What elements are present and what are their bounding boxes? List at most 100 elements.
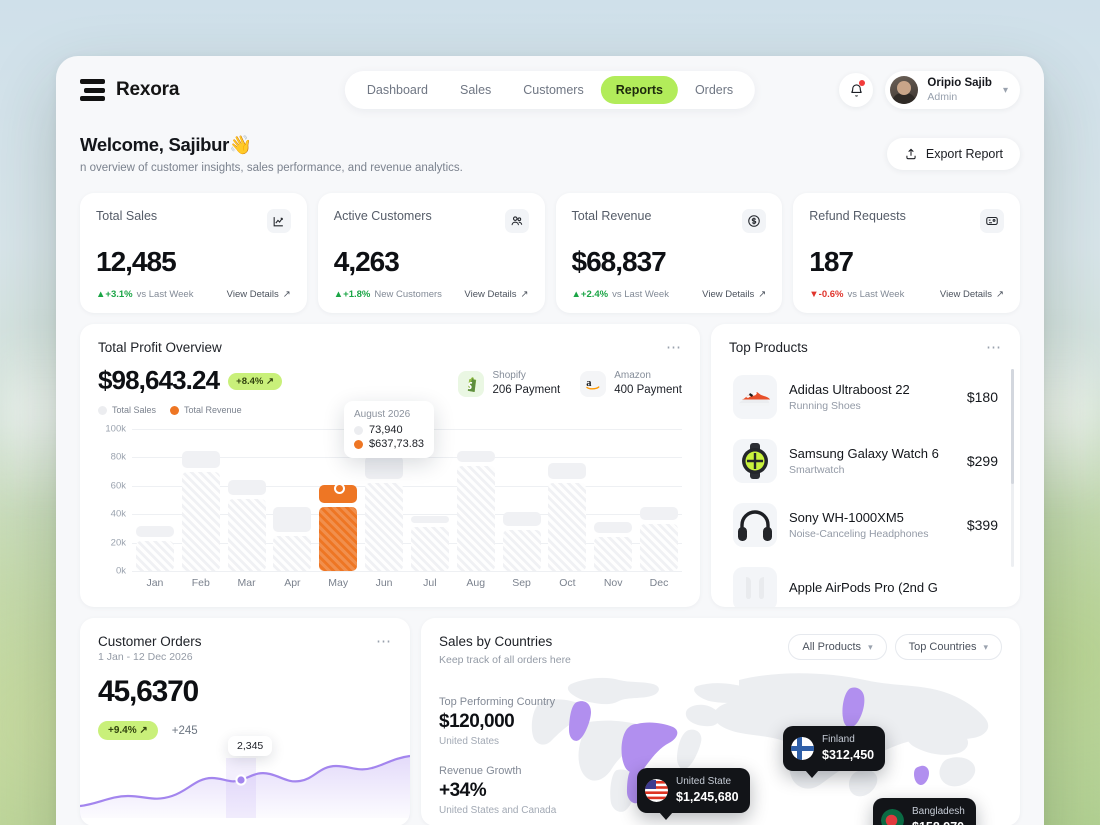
kpi-note: vs Last Week — [612, 289, 669, 300]
scrollbar[interactable] — [1011, 369, 1014, 567]
page-subtitle: n overview of customer insights, sales p… — [80, 162, 463, 174]
x-tick: Oct — [559, 577, 576, 590]
chart-bar-mar[interactable] — [224, 429, 270, 572]
nav-item-customers[interactable]: Customers — [523, 83, 584, 97]
notification-button[interactable] — [839, 73, 874, 107]
bar-segment-revenue — [548, 463, 587, 479]
nav-item-dashboard[interactable]: Dashboard — [366, 83, 428, 97]
bar-segment-sales — [181, 471, 220, 572]
list-item[interactable]: Samsung Galaxy Watch 6 Smartwatch $299 — [725, 429, 1006, 493]
top-bar: Rexora Dashboard Sales Customers Reports… — [56, 56, 1044, 124]
user-menu[interactable]: Oripio Sajib Admin ▾ — [885, 71, 1020, 109]
tooltip-swatch — [354, 425, 363, 435]
bar-segment-revenue — [502, 511, 541, 526]
shopify-icon — [458, 370, 485, 397]
chart-bar-aug[interactable] — [453, 429, 499, 572]
svg-text:a: a — [586, 378, 592, 389]
kpi-note: New Customers — [374, 289, 442, 300]
orders-sparkline: 2,345 — [80, 736, 410, 818]
marker-country: Finland — [822, 734, 855, 745]
chart-bar-feb[interactable] — [178, 429, 224, 572]
chart-bar-jul[interactable] — [407, 429, 453, 572]
sales-by-countries-card: Sales by Countries Keep track of all ord… — [421, 618, 1020, 825]
kpi-delta: ▼-0.6% — [809, 289, 844, 300]
more-horizontal-icon[interactable]: ⋯ — [986, 339, 1002, 356]
export-report-button[interactable]: Export Report — [886, 138, 1020, 170]
tooltip-sales-row: 73,940 — [354, 424, 424, 436]
brand-name: Rexora — [116, 79, 180, 100]
chart-bar-oct[interactable] — [544, 429, 590, 572]
view-details-link[interactable]: View Details ↗ — [702, 289, 767, 300]
bar-segment-revenue — [365, 456, 404, 479]
view-details-link[interactable]: View Details ↗ — [464, 289, 529, 300]
profit-value: $98,643.24 — [98, 365, 220, 395]
x-tick: Dec — [649, 577, 669, 590]
more-horizontal-icon[interactable]: ⋯ — [376, 633, 392, 650]
bar-segment-revenue — [410, 515, 449, 523]
y-tick: 100k — [105, 423, 126, 435]
marker-value: $158,970 — [912, 819, 965, 825]
chart-bar-may[interactable] — [315, 429, 361, 572]
list-item[interactable]: Apple AirPods Pro (2nd G — [725, 557, 1006, 607]
legend-swatch — [98, 405, 107, 415]
view-details-link[interactable]: View Details ↗ — [939, 289, 1004, 300]
chart-bar-jun[interactable] — [361, 429, 407, 572]
bar-segment-sales — [135, 541, 174, 572]
x-tick: May — [328, 577, 349, 590]
bottom-row: Customer Orders ⋯ 1 Jan - 12 Dec 2026 45… — [56, 607, 1044, 825]
map-marker-united-state[interactable]: United State $1,245,680 — [637, 768, 750, 821]
bar-segment-sales — [548, 482, 587, 572]
chart-bar-dec[interactable] — [636, 429, 682, 572]
kpi-label: Refund Requests — [809, 209, 906, 223]
user-name: Oripio Sajib — [927, 77, 992, 90]
product-name: Apple AirPods Pro (2nd G — [789, 580, 938, 595]
chart-tooltip: August 2026 73,940 $637,73.83 — [344, 401, 435, 459]
date-range: 1 Jan - 12 Dec 2026 — [98, 651, 193, 663]
payment-shopify: Shopify 206 Payment — [458, 369, 560, 398]
product-category: Smartwatch — [789, 464, 845, 476]
chart-bar-sep[interactable] — [499, 429, 545, 572]
map-marker-bangladesh[interactable]: Bangladesh $158,970 — [873, 798, 976, 825]
tooltip-swatch — [354, 439, 363, 449]
customer-orders-card: Customer Orders ⋯ 1 Jan - 12 Dec 2026 45… — [80, 618, 410, 825]
nav-item-sales[interactable]: Sales — [460, 83, 492, 97]
select-label: All Products — [802, 641, 862, 653]
bar-segment-sales — [594, 536, 633, 572]
y-tick: 60k — [110, 480, 126, 492]
headphones-icon — [733, 503, 777, 547]
payment-value: 400 Payment — [614, 383, 682, 396]
payment-name: Shopify — [492, 370, 526, 381]
chart-bar-jan[interactable] — [132, 429, 178, 572]
bar-segment-revenue — [594, 521, 633, 533]
nav-item-orders[interactable]: Orders — [694, 83, 734, 97]
stat-sub: United States — [439, 736, 500, 747]
brand[interactable]: Rexora — [80, 79, 179, 101]
kpi-delta: ▲+3.1% — [96, 289, 133, 300]
product-price: $180 — [966, 389, 998, 405]
view-details-link[interactable]: View Details ↗ — [226, 289, 291, 300]
world-map[interactable]: Top Performing Country $120,000 United S… — [421, 666, 1020, 825]
all-products-select[interactable]: All Products ▾ — [788, 634, 887, 660]
dollar-circle-icon — [742, 209, 767, 233]
more-horizontal-icon[interactable]: ⋯ — [666, 339, 682, 356]
stat-revenue-growth: Revenue Growth +34% United States and Ca… — [439, 765, 609, 816]
chart-bar-apr[interactable] — [269, 429, 315, 572]
list-item[interactable]: Sony WH-1000XM5 Noise-Canceling Headphon… — [725, 493, 1006, 557]
stat-value: +34% — [439, 780, 487, 801]
marker-country: Bangladesh — [912, 806, 965, 817]
x-tick: Sep — [512, 577, 531, 590]
kpi-label: Total Revenue — [571, 209, 652, 223]
chevron-down-icon: ▾ — [868, 641, 873, 652]
chart-bar-nov[interactable] — [590, 429, 636, 572]
chart-legend: Total Sales Total Revenue — [80, 398, 700, 415]
user-role: Admin — [927, 90, 958, 103]
map-marker-finland[interactable]: Finland $312,450 — [783, 726, 886, 779]
stat-sub: United States and Canada — [439, 805, 557, 816]
legend-swatch — [170, 405, 180, 415]
card-title: Customer Orders — [98, 634, 202, 649]
nav-item-reports[interactable]: Reports — [600, 76, 678, 104]
top-countries-select[interactable]: Top Countries ▾ — [894, 634, 1002, 660]
list-item[interactable]: Adidas Ultraboost 22 Running Shoes $180 — [725, 365, 1006, 429]
running-shoe-icon — [733, 375, 777, 419]
y-tick: 40k — [110, 508, 126, 520]
